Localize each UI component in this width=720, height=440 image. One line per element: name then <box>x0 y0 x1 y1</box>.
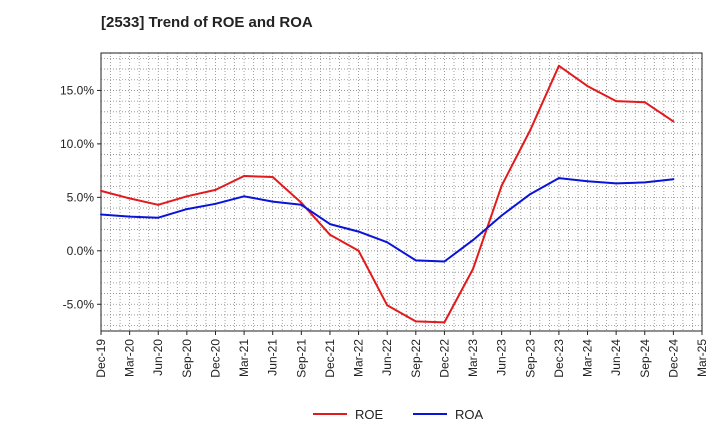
data-point-roa <box>500 214 503 217</box>
x-tick-label: Jun-21 <box>266 339 280 376</box>
data-point-roe <box>443 321 446 324</box>
x-tick-label: Jun-22 <box>380 339 394 376</box>
data-point-roe <box>586 85 589 88</box>
data-point-roa <box>529 193 532 196</box>
data-point-roe <box>328 233 331 236</box>
data-point-roe <box>643 101 646 104</box>
x-tick-label: Jun-20 <box>151 339 165 376</box>
x-tick-label: Jun-23 <box>495 339 509 376</box>
data-point-roa <box>586 180 589 183</box>
plot-frame <box>100 52 703 332</box>
x-tick-label: Sep-22 <box>409 339 423 378</box>
data-point-roa <box>128 215 131 218</box>
data-point-roe <box>243 174 246 177</box>
data-point-roa <box>357 230 360 233</box>
data-point-roa <box>300 203 303 206</box>
x-tick-label: Mar-23 <box>466 339 480 377</box>
data-point-roa <box>100 213 102 216</box>
x-tick-label: Dec-22 <box>437 339 451 378</box>
x-tick-label: Sep-24 <box>638 339 652 378</box>
x-tick-label: Mar-21 <box>237 339 251 377</box>
data-point-roa <box>615 182 618 185</box>
x-tick-label: Sep-20 <box>180 339 194 378</box>
x-tick-label: Sep-23 <box>523 339 537 378</box>
data-point-roe <box>615 100 618 103</box>
data-point-roa <box>443 260 446 263</box>
data-point-roa <box>185 208 188 211</box>
x-tick-label: Sep-21 <box>294 339 308 378</box>
data-point-roa <box>414 259 417 262</box>
x-tick-label: Dec-21 <box>323 339 337 378</box>
data-point-roe <box>185 195 188 198</box>
data-point-roe <box>672 120 675 123</box>
data-point-roa <box>472 239 475 242</box>
y-tick-label: 5.0% <box>67 190 95 204</box>
legend-label-roe: ROE <box>355 407 384 422</box>
x-tick-label: Mar-25 <box>695 339 709 377</box>
x-tick-label: Dec-20 <box>208 339 222 378</box>
data-point-roa <box>328 223 331 226</box>
data-point-roa <box>386 241 389 244</box>
x-tick-label: Dec-19 <box>94 339 108 378</box>
data-point-roe <box>300 201 303 204</box>
data-point-roe <box>128 197 131 200</box>
data-point-roe <box>157 203 160 206</box>
data-point-roe <box>214 188 217 191</box>
data-point-roe <box>529 128 532 131</box>
data-point-roa <box>243 195 246 198</box>
x-tick-label: Mar-20 <box>123 339 137 377</box>
x-tick-label: Dec-23 <box>552 339 566 378</box>
data-point-roa <box>214 202 217 205</box>
data-point-roe <box>357 249 360 252</box>
data-point-roe <box>414 320 417 323</box>
x-tick-label: Jun-24 <box>609 339 623 376</box>
data-point-roa <box>271 200 274 203</box>
data-point-roe <box>500 184 503 187</box>
data-point-roe <box>557 64 560 67</box>
data-point-roa <box>557 177 560 180</box>
data-point-roe <box>100 189 102 192</box>
y-tick-label: -5.0% <box>63 297 95 311</box>
data-point-roa <box>672 178 675 181</box>
chart-title: [2533] Trend of ROE and ROA <box>101 14 313 31</box>
plot-area <box>101 53 702 331</box>
y-tick-label: 0.0% <box>67 244 95 258</box>
x-tick-label: Dec-24 <box>666 339 680 378</box>
data-point-roa <box>643 181 646 184</box>
y-tick-label: 10.0% <box>60 137 94 151</box>
data-point-roe <box>472 267 475 270</box>
data-point-roa <box>157 216 160 219</box>
x-tick-label: Mar-24 <box>581 339 595 377</box>
y-tick-label: 15.0% <box>60 83 94 97</box>
legend-label-roa: ROA <box>455 407 484 422</box>
data-point-roe <box>271 176 274 179</box>
x-tick-label: Mar-22 <box>352 339 366 377</box>
data-point-roe <box>386 304 389 307</box>
